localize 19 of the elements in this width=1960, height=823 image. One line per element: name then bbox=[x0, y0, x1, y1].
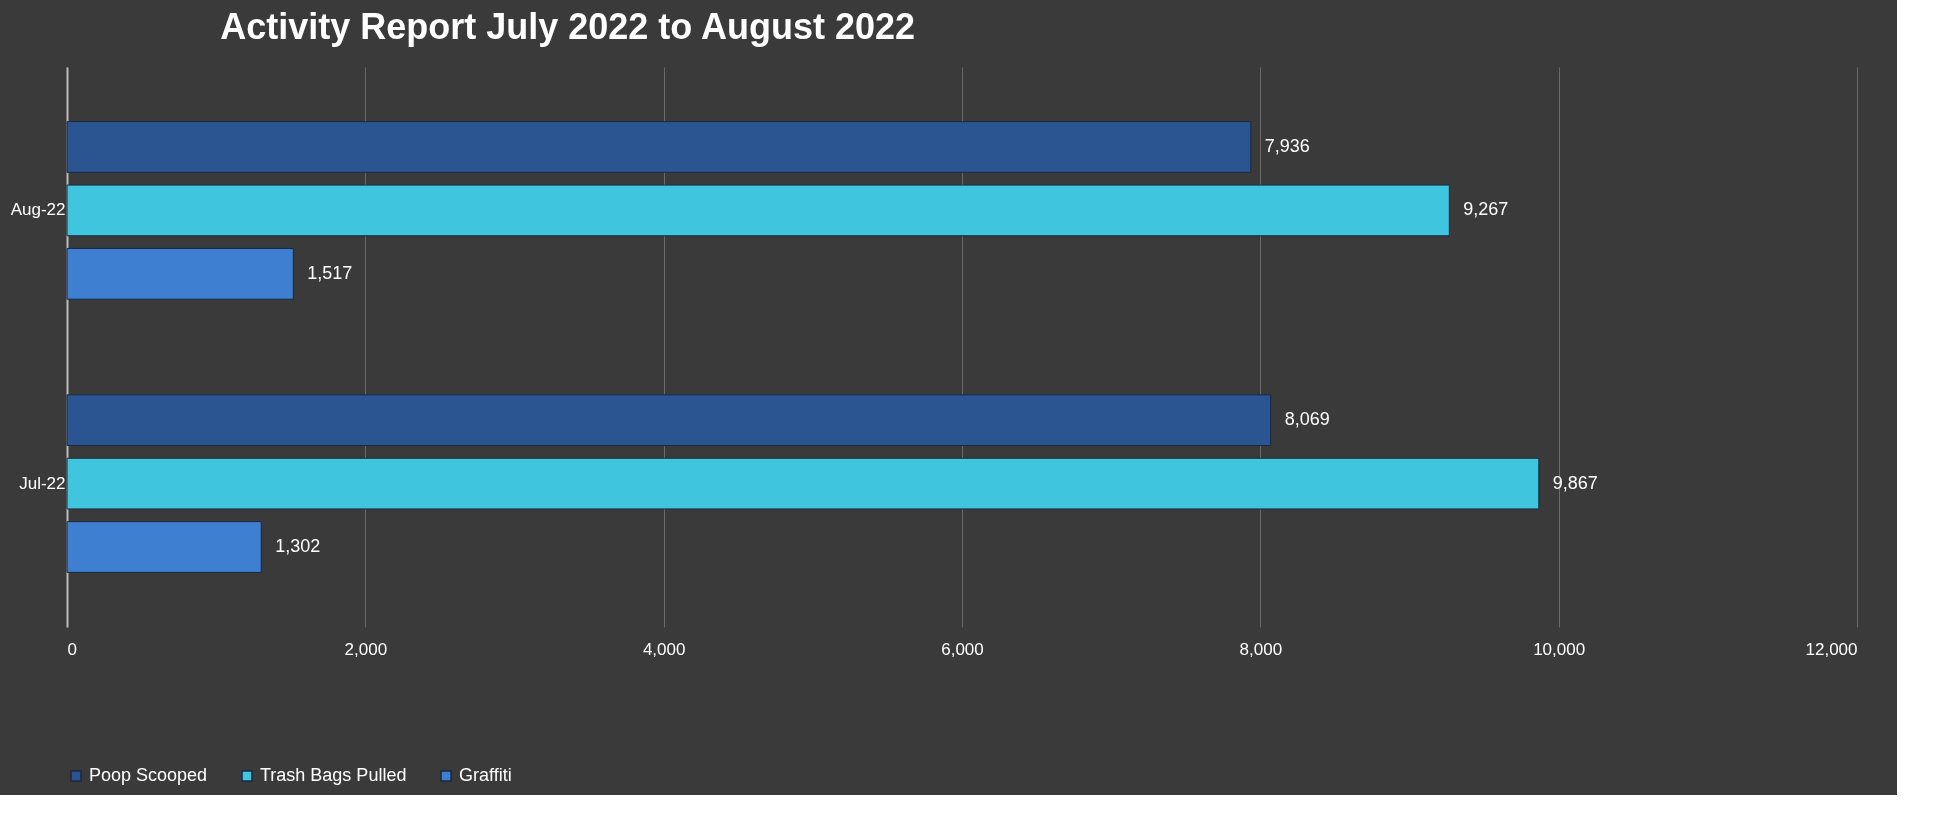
data-label: 8,069 bbox=[1284, 409, 1330, 430]
y-tick-label: Jul-22 bbox=[19, 473, 66, 493]
data-label: 1,302 bbox=[275, 536, 321, 556]
x-tick-label: 10,000 bbox=[1533, 639, 1586, 659]
data-label: 7,936 bbox=[1264, 136, 1310, 156]
x-tick-label: 0 bbox=[67, 639, 77, 659]
data-label: 1,517 bbox=[307, 262, 353, 283]
x-tick-label: 2,000 bbox=[344, 639, 388, 659]
x-tick-label: 8,000 bbox=[1239, 639, 1283, 659]
x-tick-label: 6,000 bbox=[941, 639, 984, 659]
legend-label: Poop Scooped bbox=[89, 765, 208, 785]
x-tick-label: 12,000 bbox=[1805, 639, 1858, 659]
chart-title: Activity Report July 2022 to August 2022 bbox=[220, 6, 916, 47]
x-tick-label: 4,000 bbox=[642, 639, 686, 659]
data-label: 9,267 bbox=[1463, 199, 1509, 220]
legend-label: Trash Bags Pulled bbox=[260, 765, 407, 785]
legend-label: Graffiti bbox=[459, 765, 512, 785]
y-tick-label: Aug-22 bbox=[10, 200, 66, 220]
data-label: 9,867 bbox=[1552, 472, 1598, 493]
